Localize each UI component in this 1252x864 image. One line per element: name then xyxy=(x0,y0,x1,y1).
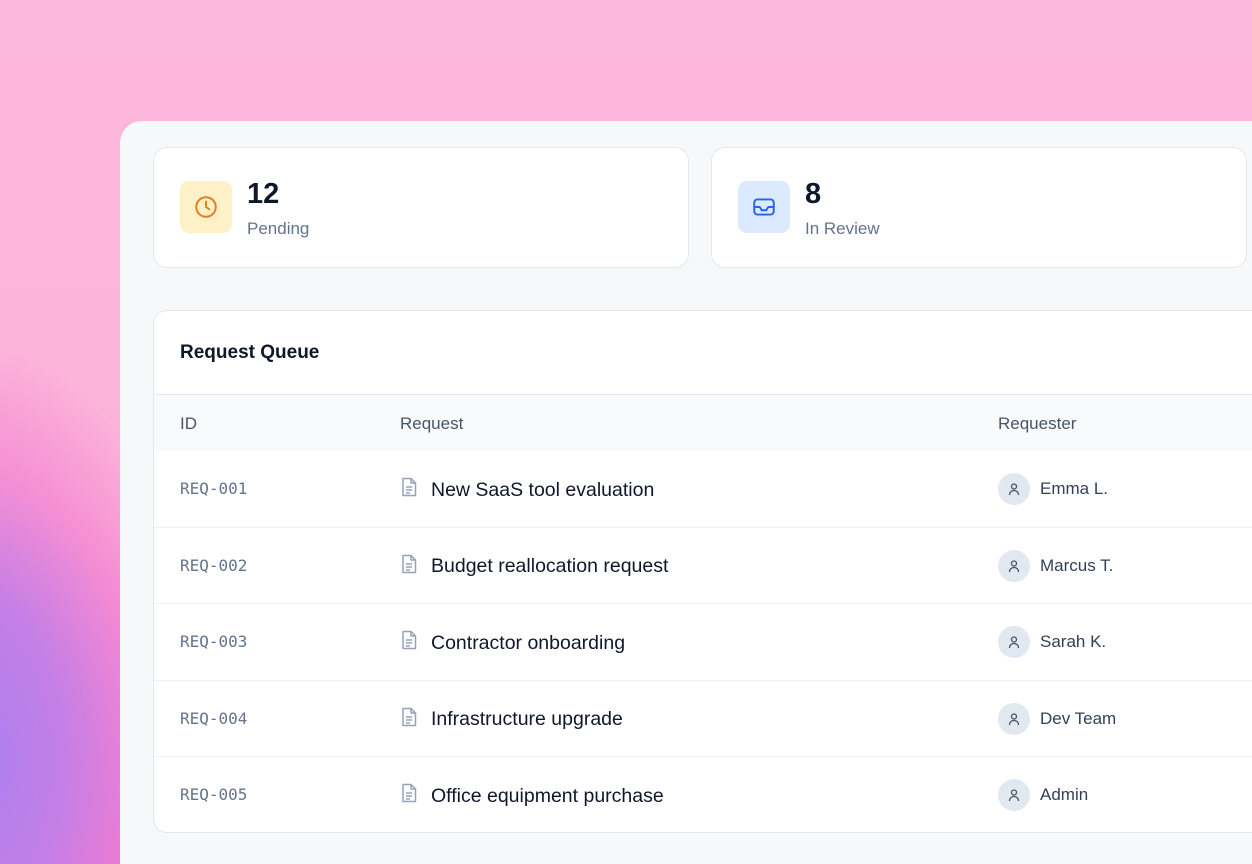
column-header-id[interactable]: ID xyxy=(180,414,197,433)
table-row[interactable]: REQ-001 New SaaS tool evaluation Emma L. xyxy=(154,451,1252,528)
requester-cell: Marcus T. xyxy=(998,549,1114,582)
inbox-icon xyxy=(738,181,790,233)
avatar xyxy=(998,779,1030,811)
requester-name: Dev Team xyxy=(1040,708,1117,728)
request-cell: Office equipment purchase xyxy=(400,783,664,809)
requester-cell: Dev Team xyxy=(998,702,1117,735)
document-icon xyxy=(400,554,418,580)
document-icon xyxy=(400,630,418,656)
table-row[interactable]: REQ-003 Contractor onboarding Sarah K. xyxy=(154,604,1252,681)
user-icon xyxy=(1008,789,1020,802)
stat-value: 12 xyxy=(247,178,280,210)
request-id: REQ-002 xyxy=(180,555,248,575)
stat-card-pending[interactable]: 12 Pending xyxy=(153,147,689,268)
stat-value: 8 xyxy=(805,178,822,210)
avatar xyxy=(998,473,1030,505)
request-id: REQ-003 xyxy=(180,632,248,651)
request-cell: Contractor onboarding xyxy=(400,630,625,656)
document-icon xyxy=(400,783,418,809)
requester-cell: Emma L. xyxy=(998,473,1108,505)
avatar xyxy=(998,549,1030,582)
request-title[interactable]: Contractor onboarding xyxy=(431,631,626,654)
user-icon xyxy=(1008,559,1020,572)
column-header-request[interactable]: Request xyxy=(400,414,464,433)
stat-label: Pending xyxy=(247,219,310,238)
table-row[interactable]: REQ-002 Budget reallocation request Marc… xyxy=(154,528,1252,604)
request-id: REQ-001 xyxy=(180,479,248,498)
requester-cell: Sarah K. xyxy=(998,626,1106,658)
dashboard-panel: 12 Pending 8 In Review Request Queue ID … xyxy=(120,121,1252,864)
table-header: ID Request Requester xyxy=(154,395,1252,451)
clock-icon xyxy=(180,181,232,233)
table-row[interactable]: REQ-005 Office equipment purchase Admin xyxy=(154,757,1252,834)
user-icon xyxy=(1008,483,1020,496)
requester-name: Marcus T. xyxy=(1040,555,1114,575)
avatar xyxy=(998,626,1030,658)
requester-name: Emma L. xyxy=(1040,479,1109,498)
requester-name: Admin xyxy=(1040,785,1089,804)
request-id: REQ-005 xyxy=(180,785,248,804)
request-title[interactable]: Budget reallocation request xyxy=(431,555,669,577)
column-header-requester[interactable]: Requester xyxy=(998,414,1077,433)
table-row[interactable]: REQ-004 Infrastructure upgrade Dev Team xyxy=(154,681,1252,757)
stat-label: In Review xyxy=(805,219,880,238)
request-title[interactable]: Infrastructure upgrade xyxy=(431,708,623,730)
request-title[interactable]: Office equipment purchase xyxy=(431,784,664,807)
table-body: REQ-001 New SaaS tool evaluation Emma L.… xyxy=(154,451,1252,834)
requester-name: Sarah K. xyxy=(1040,632,1107,651)
requester-cell: Admin xyxy=(998,779,1088,811)
avatar xyxy=(998,702,1030,735)
stat-card-in-review[interactable]: 8 In Review xyxy=(711,147,1247,268)
request-title[interactable]: New SaaS tool evaluation xyxy=(431,478,655,501)
request-id: REQ-004 xyxy=(180,708,248,728)
user-icon xyxy=(1008,712,1020,725)
request-queue-table: Request Queue ID Request Requester REQ-0… xyxy=(153,310,1252,833)
document-icon xyxy=(400,707,418,733)
request-cell: New SaaS tool evaluation xyxy=(400,477,654,503)
user-icon xyxy=(1008,636,1020,649)
table-title: Request Queue xyxy=(154,311,1252,395)
document-icon xyxy=(400,477,418,503)
request-cell: Budget reallocation request xyxy=(400,554,668,580)
request-cell: Infrastructure upgrade xyxy=(400,707,623,733)
